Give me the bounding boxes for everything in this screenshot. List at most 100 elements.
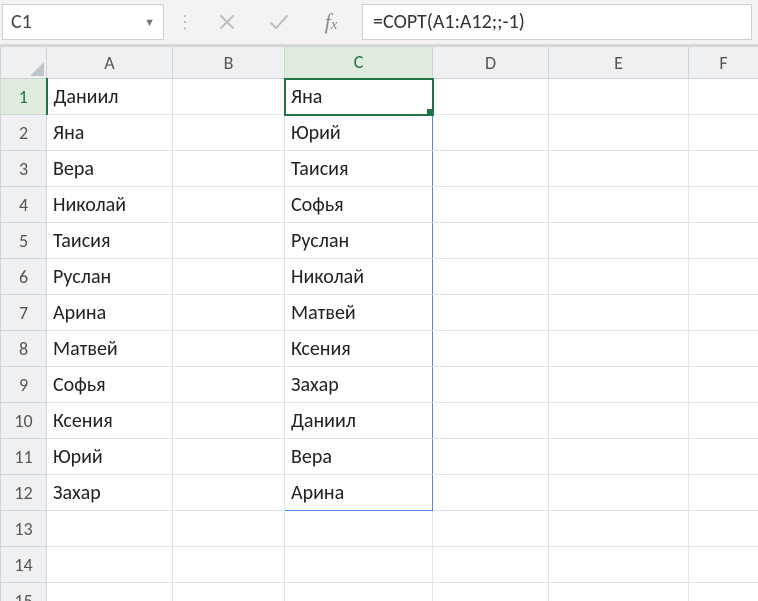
cell-F1[interactable] (689, 79, 758, 115)
cell-F6[interactable] (689, 259, 758, 295)
cell-D11[interactable] (433, 439, 549, 475)
cell-E13[interactable] (549, 511, 689, 547)
cell-A7[interactable]: Арина (47, 295, 173, 331)
worksheet-grid[interactable]: A B C D E F 1ДаниилЯна2ЯнаЮрий3ВераТаиси… (0, 46, 758, 601)
cell-F11[interactable] (689, 439, 758, 475)
cell-C15[interactable] (285, 583, 433, 601)
cell-A1[interactable]: Даниил (47, 79, 173, 115)
row-header-5[interactable]: 5 (1, 223, 47, 259)
cell-F12[interactable] (689, 475, 758, 511)
cell-E15[interactable] (549, 583, 689, 601)
row-header-12[interactable]: 12 (1, 475, 47, 511)
cell-C12[interactable]: Арина (285, 475, 433, 511)
cell-A15[interactable] (47, 583, 173, 601)
select-all-corner[interactable] (1, 47, 47, 79)
col-header-F[interactable]: F (689, 47, 758, 79)
cell-B13[interactable] (173, 511, 285, 547)
cell-A12[interactable]: Захар (47, 475, 173, 511)
cell-E4[interactable] (549, 187, 689, 223)
cell-E9[interactable] (549, 367, 689, 403)
cell-E3[interactable] (549, 151, 689, 187)
cell-B4[interactable] (173, 187, 285, 223)
cell-E7[interactable] (549, 295, 689, 331)
col-header-C[interactable]: C (285, 47, 433, 79)
cell-B15[interactable] (173, 583, 285, 601)
row-header-7[interactable]: 7 (1, 295, 47, 331)
cell-C14[interactable] (285, 547, 433, 583)
cell-A13[interactable] (47, 511, 173, 547)
col-header-B[interactable]: B (173, 47, 285, 79)
cell-B8[interactable] (173, 331, 285, 367)
cell-F7[interactable] (689, 295, 758, 331)
cell-B12[interactable] (173, 475, 285, 511)
row-header-15[interactable]: 15 (1, 583, 47, 601)
cell-A5[interactable]: Таисия (47, 223, 173, 259)
cell-F14[interactable] (689, 547, 758, 583)
cell-B9[interactable] (173, 367, 285, 403)
cell-D10[interactable] (433, 403, 549, 439)
cell-C3[interactable]: Таисия (285, 151, 433, 187)
cell-D5[interactable] (433, 223, 549, 259)
col-header-E[interactable]: E (549, 47, 689, 79)
row-header-9[interactable]: 9 (1, 367, 47, 403)
cell-E11[interactable] (549, 439, 689, 475)
cell-E5[interactable] (549, 223, 689, 259)
cell-C13[interactable] (285, 511, 433, 547)
cell-C7[interactable]: Матвей (285, 295, 433, 331)
cell-C6[interactable]: Николай (285, 259, 433, 295)
cell-D13[interactable] (433, 511, 549, 547)
cell-E10[interactable] (549, 403, 689, 439)
name-box[interactable]: C1 ▼ (2, 4, 164, 40)
formula-input[interactable]: =СОРТ(A1:A12;;-1) (362, 4, 752, 40)
insert-function-button[interactable]: fx (310, 4, 352, 40)
cell-C1[interactable]: Яна (285, 79, 433, 115)
cell-A4[interactable]: Николай (47, 187, 173, 223)
cell-C9[interactable]: Захар (285, 367, 433, 403)
cell-E14[interactable] (549, 547, 689, 583)
cell-A2[interactable]: Яна (47, 115, 173, 151)
cell-D4[interactable] (433, 187, 549, 223)
cell-F9[interactable] (689, 367, 758, 403)
cell-A8[interactable]: Матвей (47, 331, 173, 367)
cell-D2[interactable] (433, 115, 549, 151)
cell-F4[interactable] (689, 187, 758, 223)
cell-C8[interactable]: Ксения (285, 331, 433, 367)
row-header-2[interactable]: 2 (1, 115, 47, 151)
cell-E6[interactable] (549, 259, 689, 295)
cell-F2[interactable] (689, 115, 758, 151)
cell-A3[interactable]: Вера (47, 151, 173, 187)
cell-C11[interactable]: Вера (285, 439, 433, 475)
cell-B14[interactable] (173, 547, 285, 583)
cell-B11[interactable] (173, 439, 285, 475)
cancel-formula-button[interactable] (206, 4, 248, 40)
cell-E1[interactable] (549, 79, 689, 115)
row-header-6[interactable]: 6 (1, 259, 47, 295)
row-header-10[interactable]: 10 (1, 403, 47, 439)
cell-D14[interactable] (433, 547, 549, 583)
cell-A11[interactable]: Юрий (47, 439, 173, 475)
cell-B7[interactable] (173, 295, 285, 331)
cell-B2[interactable] (173, 115, 285, 151)
cell-D15[interactable] (433, 583, 549, 601)
col-header-A[interactable]: A (47, 47, 173, 79)
cell-B10[interactable] (173, 403, 285, 439)
row-header-11[interactable]: 11 (1, 439, 47, 475)
col-header-D[interactable]: D (433, 47, 549, 79)
cell-C10[interactable]: Даниил (285, 403, 433, 439)
cell-A6[interactable]: Руслан (47, 259, 173, 295)
cell-F15[interactable] (689, 583, 758, 601)
cell-B6[interactable] (173, 259, 285, 295)
cell-A9[interactable]: Софья (47, 367, 173, 403)
cell-C2[interactable]: Юрий (285, 115, 433, 151)
cell-D6[interactable] (433, 259, 549, 295)
cell-A10[interactable]: Ксения (47, 403, 173, 439)
cell-F13[interactable] (689, 511, 758, 547)
row-header-3[interactable]: 3 (1, 151, 47, 187)
cell-D8[interactable] (433, 331, 549, 367)
cell-E2[interactable] (549, 115, 689, 151)
row-header-4[interactable]: 4 (1, 187, 47, 223)
row-header-1[interactable]: 1 (1, 79, 47, 115)
cell-E8[interactable] (549, 331, 689, 367)
cell-B1[interactable] (173, 79, 285, 115)
cell-F10[interactable] (689, 403, 758, 439)
